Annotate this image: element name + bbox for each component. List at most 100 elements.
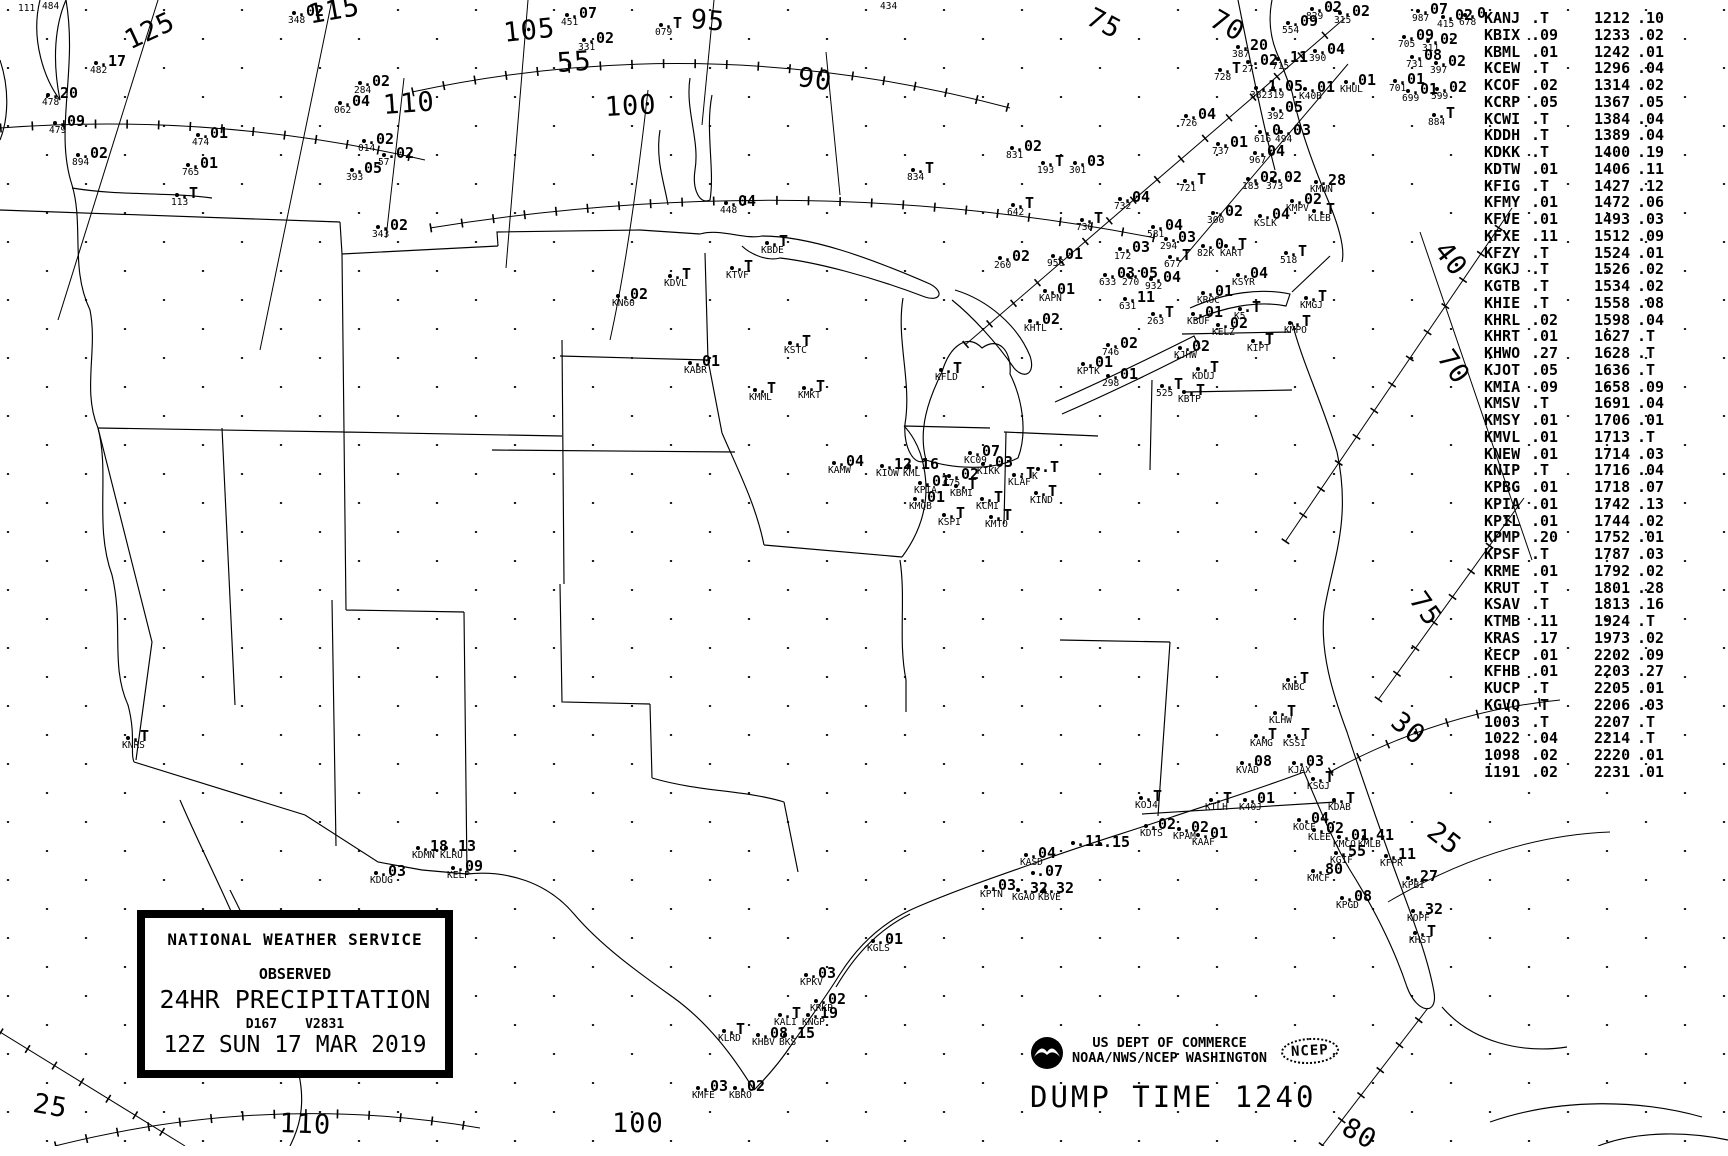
- station-value: .0: [1263, 121, 1282, 139]
- obs-cell: .02: [1637, 561, 1665, 580]
- station-dot-icon: [1426, 39, 1430, 43]
- station-report: .0 616: [1254, 123, 1281, 145]
- obs-cell: 1191: [1484, 762, 1521, 781]
- obs-cell: .02: [1637, 76, 1665, 94]
- station-value: .55: [1339, 842, 1367, 860]
- station-value: .T: [1046, 152, 1065, 170]
- obs-cell: .01: [1637, 243, 1665, 262]
- station-report: .04 932: [1145, 270, 1181, 292]
- station-report: .T K5: [1234, 300, 1261, 322]
- station-dot-icon: [1178, 346, 1182, 350]
- grid-label: 110: [278, 1108, 332, 1141]
- station-dot-icon: [1012, 473, 1016, 477]
- station-id: 319: [1267, 90, 1285, 101]
- station-id: 111: [18, 3, 36, 14]
- station-dot-icon: [1340, 896, 1344, 900]
- obs-cell: .19: [1637, 143, 1665, 161]
- station-report: .01 701: [1389, 72, 1425, 94]
- station-dot-icon: [1311, 777, 1315, 781]
- station-dot-icon: [1216, 323, 1220, 327]
- station-id: KBMI: [950, 488, 973, 499]
- station-value: .T: [1289, 242, 1308, 260]
- station-value: .02: [819, 990, 847, 1008]
- station-id: KABR: [684, 365, 707, 376]
- station-value: .07: [1421, 0, 1449, 18]
- obs-cell: .01: [1531, 42, 1559, 61]
- station-report: .01 474: [192, 126, 228, 148]
- obs-cell: .T: [1637, 327, 1656, 346]
- station-dot-icon: [1270, 177, 1274, 181]
- station-dot-icon: [778, 1013, 782, 1017]
- station-id: 616: [1254, 134, 1272, 145]
- station-dot-icon: [980, 497, 984, 501]
- obs-cell: .T: [1637, 712, 1656, 731]
- station-id: KLAF: [1008, 477, 1031, 488]
- station-report: .04 390: [1309, 42, 1345, 64]
- station-dot-icon: [1218, 68, 1222, 72]
- station-dot-icon: [1042, 888, 1046, 892]
- station-report: .01 KABR: [684, 354, 720, 376]
- station-id: 193: [1037, 165, 1055, 176]
- station-id: 014: [358, 143, 376, 154]
- station-id: 113: [171, 197, 189, 208]
- station-id: KLEB: [1308, 213, 1331, 224]
- station-report: .02 894: [72, 146, 108, 168]
- obs-table-row: KPSF .T 1787 .03: [1484, 546, 1677, 563]
- station-report: .09 KELP: [447, 859, 483, 881]
- station-value: .T: [1437, 104, 1456, 122]
- station-value: .02: [738, 1077, 766, 1095]
- obs-cell: .01: [1531, 159, 1559, 178]
- station-id: 932: [1145, 281, 1163, 292]
- obs-table-row: KHIE .T 1558 .08: [1484, 293, 1677, 312]
- station-dot-icon: [1434, 61, 1438, 65]
- obs-cell: 1801: [1594, 578, 1631, 597]
- obs-table-row: KMSY .01 1706 .01: [1484, 412, 1677, 429]
- station-value: .T: [985, 488, 1004, 506]
- obs-cell: 1406: [1594, 159, 1631, 178]
- station-id: KNRS: [122, 740, 145, 751]
- station-value: .T: [793, 332, 812, 350]
- station-dot-icon: [1384, 854, 1388, 858]
- station-value: .T: [131, 727, 150, 745]
- station-value: .T: [1187, 381, 1206, 399]
- obs-table-row: KNIP .T 1716 .04: [1484, 462, 1677, 479]
- station-value: .02: [587, 29, 615, 47]
- obs-cell: .03: [1637, 444, 1665, 463]
- obs-table-row: 1022 .04 2214 .T: [1484, 730, 1677, 747]
- obs-cell: 1742: [1594, 494, 1631, 513]
- station-value: .02: [1183, 337, 1211, 355]
- station-report: .02 KPAM: [1173, 820, 1209, 842]
- obs-cell: 1558: [1594, 293, 1631, 312]
- station-dot-icon: [911, 168, 915, 172]
- station-report: .T KMGJ: [1300, 289, 1327, 311]
- station-dot-icon: [804, 973, 808, 977]
- station-dot-icon: [374, 871, 378, 875]
- obs-cell: .04: [1637, 461, 1665, 480]
- station-value: .T: [994, 506, 1013, 524]
- station-report: 111: [18, 4, 35, 14]
- station-report: .20 478: [42, 86, 78, 108]
- station-report: .80 KMCF: [1307, 862, 1343, 884]
- station-id: KMQB: [909, 501, 932, 512]
- obs-cell: 2203: [1594, 662, 1631, 681]
- station-dot-icon: [1271, 86, 1275, 90]
- obs-cell: .01: [1637, 528, 1665, 547]
- obs-cell: KHRL: [1484, 310, 1521, 329]
- station-value: .T: [770, 232, 789, 250]
- station-id: KASD: [1020, 857, 1043, 868]
- station-dot-icon: [1240, 761, 1244, 765]
- station-report: .02 KRKP: [810, 992, 846, 1014]
- station-dot-icon: [1103, 273, 1107, 277]
- obs-cell: .04: [1637, 310, 1665, 329]
- station-id: KOPF: [1407, 913, 1430, 924]
- station-id: KLRU: [440, 850, 463, 861]
- obs-cell: .T: [1531, 578, 1550, 597]
- station-value: .02: [1295, 190, 1323, 208]
- obs-cell: KHWO: [1484, 344, 1521, 362]
- station-id: 311: [1422, 43, 1440, 54]
- station-dot-icon: [1435, 87, 1439, 91]
- station-value: .01: [1196, 303, 1224, 321]
- station-dot-icon: [1043, 289, 1047, 293]
- obs-cell: 1493: [1594, 210, 1631, 228]
